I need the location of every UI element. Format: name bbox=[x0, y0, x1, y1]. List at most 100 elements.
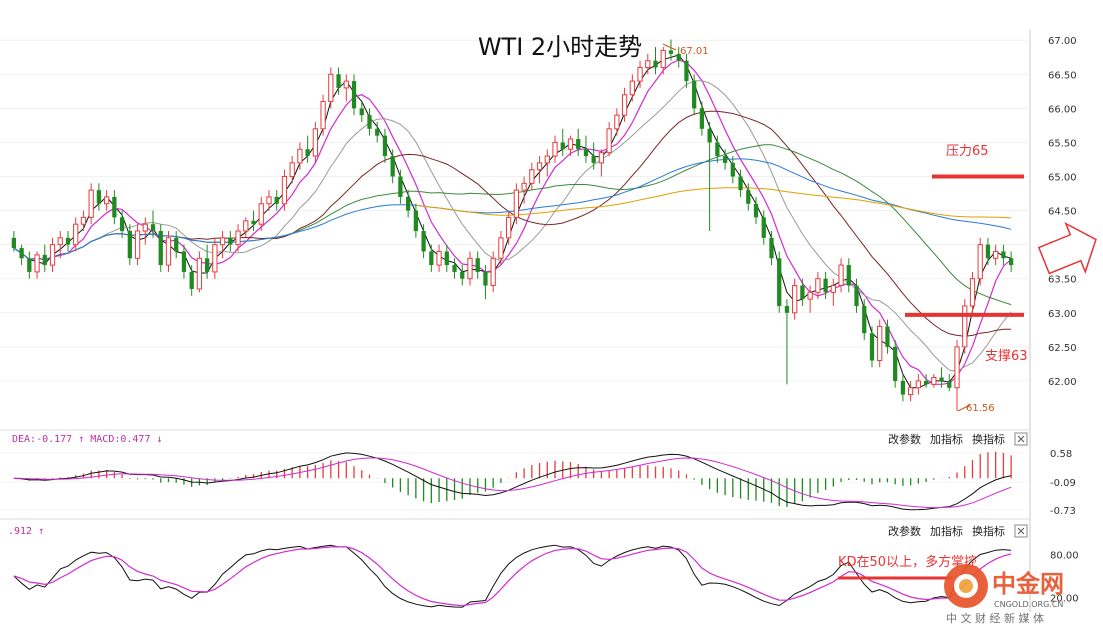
macd-tick-label: 0.58 bbox=[1050, 449, 1072, 460]
candle bbox=[274, 190, 279, 211]
candle-body bbox=[869, 333, 875, 361]
candle bbox=[359, 101, 364, 122]
candle bbox=[398, 169, 403, 204]
candle-body bbox=[753, 203, 759, 218]
candle-body bbox=[467, 257, 473, 280]
candle bbox=[212, 237, 218, 279]
candle bbox=[969, 271, 976, 313]
candle bbox=[769, 231, 774, 266]
price-tick-label: 65.50 bbox=[1048, 138, 1077, 149]
ma-line-black bbox=[13, 54, 1012, 389]
candle-body bbox=[536, 162, 543, 171]
candle bbox=[104, 190, 110, 211]
candle bbox=[923, 374, 929, 388]
candle bbox=[753, 196, 759, 225]
candle bbox=[142, 217, 148, 245]
candle-body bbox=[429, 251, 434, 266]
candle bbox=[676, 47, 681, 68]
macd-histogram bbox=[20, 451, 1012, 508]
candle bbox=[351, 74, 357, 116]
candle bbox=[11, 231, 16, 252]
candle bbox=[807, 285, 813, 313]
macd-close-icon[interactable] bbox=[1014, 432, 1028, 446]
candle bbox=[529, 162, 535, 191]
candle-body bbox=[614, 114, 620, 130]
candle-body bbox=[513, 189, 519, 218]
candle bbox=[552, 135, 558, 163]
candle-body bbox=[660, 49, 666, 68]
kd-label: .912 ↑ bbox=[8, 526, 44, 537]
macd-edit-params-button[interactable]: 改参数 bbox=[888, 432, 921, 446]
candle bbox=[784, 299, 790, 385]
candle bbox=[429, 244, 434, 272]
candle bbox=[830, 278, 836, 306]
candle bbox=[730, 156, 735, 184]
candle-body bbox=[104, 196, 110, 205]
candle-body bbox=[196, 257, 203, 290]
candle bbox=[854, 278, 859, 313]
price-tick-label: 63.00 bbox=[1048, 309, 1077, 320]
price-tick-label: 62.00 bbox=[1048, 377, 1077, 388]
candle-body bbox=[591, 156, 596, 163]
ma-line-magenta bbox=[13, 59, 1012, 385]
kd-edit-params-button[interactable]: 改参数 bbox=[888, 524, 921, 538]
macd-tick-labels: 0.58 -0.09 -0.73 bbox=[0, 449, 1076, 517]
candle bbox=[1001, 244, 1006, 266]
candle-body bbox=[336, 74, 341, 88]
brand-name: 中金网 bbox=[992, 570, 1064, 598]
candle-body bbox=[274, 196, 279, 204]
candle bbox=[196, 251, 203, 293]
candle bbox=[838, 258, 844, 293]
candle bbox=[235, 224, 241, 252]
brand-url: CNGOLD.ORG.CN bbox=[994, 600, 1063, 609]
kd-toolbar: 改参数 加指标 换指标 bbox=[888, 524, 1028, 538]
candle-body bbox=[598, 152, 605, 164]
candle bbox=[614, 108, 620, 136]
candle bbox=[885, 319, 890, 354]
candle-body bbox=[258, 203, 264, 225]
candle-body bbox=[483, 271, 488, 286]
candle bbox=[908, 380, 914, 402]
candle bbox=[205, 244, 210, 279]
candle-body bbox=[158, 231, 163, 266]
price-tick-label: 66.50 bbox=[1048, 70, 1077, 81]
kd-add-indicator-button[interactable]: 加指标 bbox=[930, 524, 963, 538]
candle bbox=[57, 231, 63, 259]
candle-body bbox=[1001, 251, 1006, 259]
candle bbox=[746, 183, 751, 211]
macd-add-indicator-button[interactable]: 加指标 bbox=[930, 432, 963, 446]
macd-lines bbox=[13, 452, 1012, 511]
ma-line-brown bbox=[13, 110, 1012, 337]
candle bbox=[134, 224, 141, 266]
candle-body bbox=[219, 237, 226, 246]
candle-body bbox=[165, 237, 172, 266]
candle-body bbox=[235, 230, 241, 246]
candle-body bbox=[915, 380, 921, 389]
candle bbox=[490, 251, 496, 293]
candle bbox=[127, 224, 132, 266]
candle bbox=[800, 278, 805, 306]
candle-body bbox=[142, 223, 148, 232]
candle bbox=[119, 210, 125, 238]
candle bbox=[869, 326, 875, 368]
candle bbox=[328, 67, 334, 109]
candle-body bbox=[205, 258, 210, 272]
candle bbox=[915, 374, 921, 395]
candle-body bbox=[931, 377, 937, 385]
candle-body bbox=[621, 94, 628, 116]
kd-switch-indicator-button[interactable]: 换指标 bbox=[972, 524, 1005, 538]
candle-body bbox=[838, 264, 844, 287]
ma-line-blue bbox=[13, 158, 1012, 261]
candle-body bbox=[985, 244, 991, 259]
candle bbox=[738, 169, 743, 197]
candle-body bbox=[436, 250, 442, 266]
kd-close-icon[interactable] bbox=[1014, 524, 1028, 538]
macd-switch-indicator-button[interactable]: 换指标 bbox=[972, 432, 1005, 446]
candle-body bbox=[96, 190, 102, 204]
candle-body bbox=[993, 250, 999, 259]
candle bbox=[699, 101, 705, 136]
candle bbox=[621, 87, 628, 122]
candle bbox=[96, 183, 102, 211]
brand-tagline: 中 文 财 经 新 媒 体 bbox=[946, 611, 1044, 625]
candle bbox=[506, 210, 512, 245]
